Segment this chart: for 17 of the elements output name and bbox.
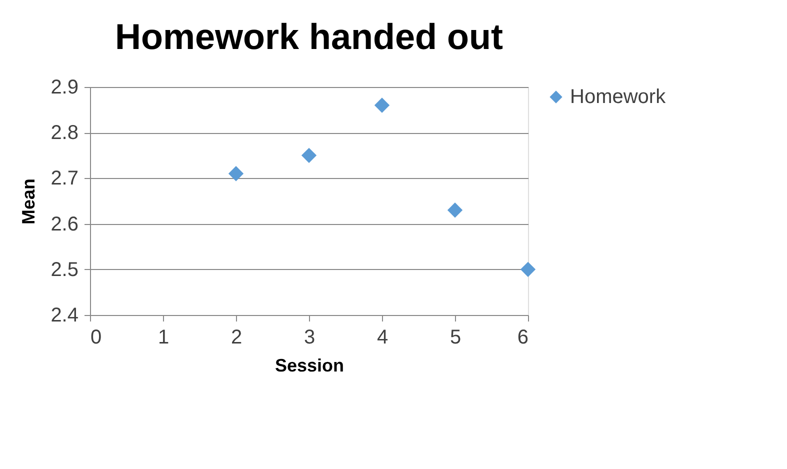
x-tick-label: 1 [158,326,170,348]
y-tick-label: 2.8 [50,122,78,144]
y-tick-label: 2.9 [50,76,78,98]
x-axis-title: Session [274,356,344,376]
legend-label: Homework [570,86,667,108]
chart-title: Homework handed out [114,16,504,57]
x-tick-label: 3 [304,326,316,348]
x-tick-label: 0 [90,326,102,348]
y-tick-label: 2.6 [50,213,78,236]
x-tick-label: 2 [230,326,242,348]
x-tick-label: 4 [376,326,388,348]
y-tick-label: 2.4 [50,304,78,326]
y-tick-label: 2.5 [50,258,78,281]
x-tick-label: 6 [517,326,528,348]
y-tick-label: 2.7 [50,168,78,190]
y-axis-title: Mean [18,178,39,225]
x-tick-label: 5 [450,326,462,348]
